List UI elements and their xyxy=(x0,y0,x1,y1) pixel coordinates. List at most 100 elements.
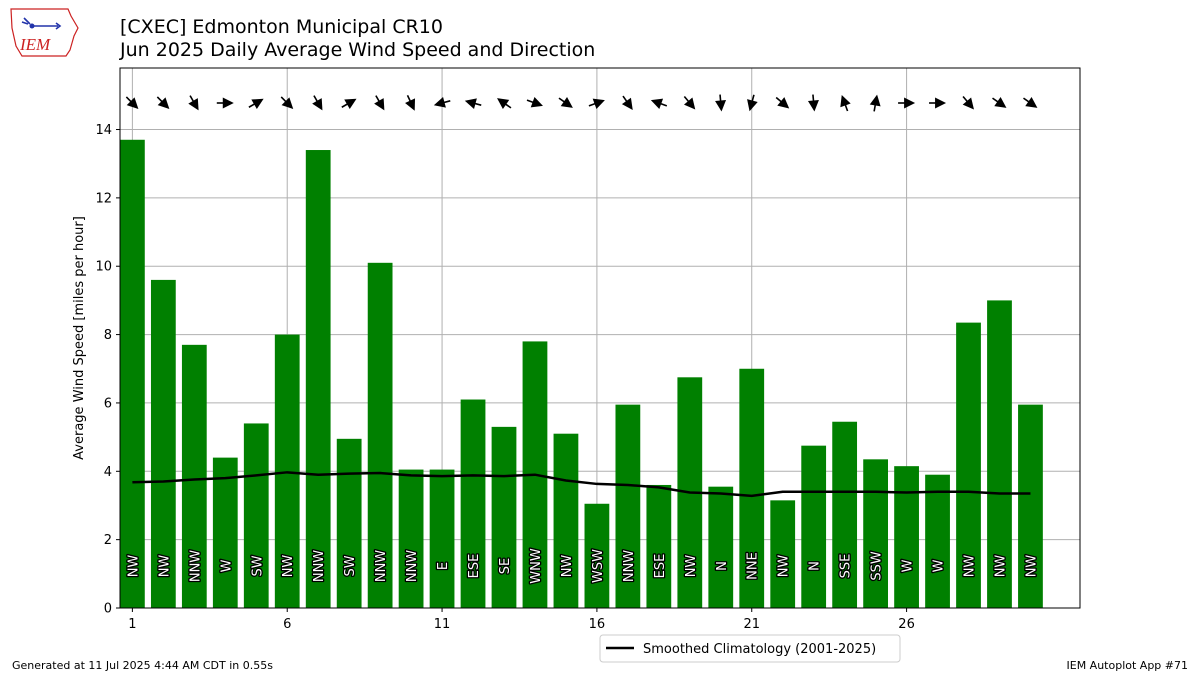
legend: Smoothed Climatology (2001-2025) xyxy=(599,634,901,663)
legend-label: Smoothed Climatology (2001-2025) xyxy=(643,642,876,657)
arrow-head xyxy=(1025,97,1038,108)
arrow-head xyxy=(683,97,696,110)
x-tick-label: 26 xyxy=(898,617,915,632)
bar-day-26 xyxy=(894,466,919,608)
wind-arrow-day-1 xyxy=(125,96,139,110)
climatology-line xyxy=(132,471,1031,498)
bar-day-23 xyxy=(801,445,827,608)
app-credit: IEM Autoplot App #71 xyxy=(1066,659,1189,672)
wind-arrow-day-28 xyxy=(962,95,974,110)
direction-label-day-19: NW xyxy=(684,555,699,578)
bar-day-1 xyxy=(120,139,145,608)
direction-label-day-18: ESE xyxy=(653,554,668,579)
bar-day-25 xyxy=(863,459,888,608)
direction-label-day-26: W xyxy=(901,559,916,572)
arrow-head xyxy=(497,98,510,109)
wind-arrow-day-11 xyxy=(433,97,451,108)
bar-day-11 xyxy=(429,469,455,608)
y-tick-label: 0 xyxy=(104,602,112,617)
x-tick-label: 21 xyxy=(743,617,760,632)
arrow-head xyxy=(747,99,758,112)
wind-arrow-day-19 xyxy=(683,95,696,110)
direction-label-day-20: N xyxy=(715,561,730,571)
wind-arrow-day-2 xyxy=(156,96,170,110)
bar-day-20 xyxy=(708,486,734,608)
arrow-head xyxy=(962,97,974,110)
wind-arrow-day-27 xyxy=(929,97,947,109)
arrow-head xyxy=(935,97,947,109)
arrow-head xyxy=(344,98,357,110)
arrow-head xyxy=(777,97,790,109)
direction-label-day-30: NW xyxy=(1024,555,1039,578)
direction-label-day-22: NW xyxy=(777,555,792,578)
bar-day-22 xyxy=(770,500,796,608)
x-tick-label: 6 xyxy=(283,617,291,632)
direction-label-day-27: W xyxy=(932,559,947,572)
direction-label-day-10: NNW xyxy=(405,550,420,582)
direction-label-day-17: NNW xyxy=(622,550,637,582)
arrow-head xyxy=(560,97,573,108)
direction-label-day-9: NNW xyxy=(374,550,389,582)
bar-day-16 xyxy=(584,503,610,608)
direction-label-day-12: ESE xyxy=(467,554,482,579)
y-tick-label: 14 xyxy=(95,123,112,138)
arrow-head xyxy=(904,97,916,109)
bar-day-29 xyxy=(987,300,1012,608)
arrow-head xyxy=(840,95,851,108)
bar-day-5 xyxy=(243,423,269,608)
y-tick-label: 4 xyxy=(104,465,112,480)
wind-arrow-day-5 xyxy=(248,98,264,110)
arrow-head xyxy=(869,94,881,107)
bar-day-7 xyxy=(305,150,331,608)
bar-day-15 xyxy=(553,433,579,608)
direction-label-day-24: SSE xyxy=(839,554,854,579)
wind-arrow-day-22 xyxy=(775,96,790,109)
arrow-head xyxy=(807,100,819,112)
wind-arrow-day-7 xyxy=(312,95,323,111)
arrow-head xyxy=(650,98,664,110)
iem-logo: IEM xyxy=(10,8,79,57)
direction-label-day-6: NW xyxy=(281,555,296,578)
direction-label-day-23: N xyxy=(808,561,823,571)
wind-arrow-day-15 xyxy=(558,97,573,108)
arrow-head xyxy=(433,97,446,108)
direction-label-day-7: NNW xyxy=(312,550,327,582)
bar-day-12 xyxy=(460,399,486,608)
wind-arrow-day-29 xyxy=(992,97,1007,108)
x-tick-label: 1 xyxy=(128,617,136,632)
direction-label-day-16: WSW xyxy=(591,549,606,583)
arrow-head xyxy=(715,100,727,112)
wind-arrow-day-4 xyxy=(216,97,234,109)
arrow-head xyxy=(222,97,234,109)
direction-label-day-5: SW xyxy=(250,555,265,576)
wind-arrow-day-21 xyxy=(747,94,758,112)
bar-day-24 xyxy=(832,421,858,608)
bar-day-18 xyxy=(646,484,672,608)
arrow-head xyxy=(126,97,139,110)
arrow-head xyxy=(188,98,199,111)
wind-arrow-day-12 xyxy=(464,98,482,109)
arrow-head xyxy=(281,97,294,110)
chart-title: [CXEC] Edmonton Municipal CR10 xyxy=(120,16,443,38)
direction-label-day-13: SE xyxy=(498,558,513,574)
wind-arrow-day-13 xyxy=(497,98,512,109)
x-tick-label: 16 xyxy=(589,617,606,632)
direction-label-day-1: NW xyxy=(126,555,141,578)
direction-labels: NW NW NNW W SW NW NNW SW NNW NNW E ESE SE WNW NW WSW NNW… xyxy=(125,547,1041,585)
y-tick-label: 6 xyxy=(104,396,112,411)
arrow-head xyxy=(251,98,264,110)
wind-arrow-day-26 xyxy=(898,97,916,109)
logo-text: IEM xyxy=(19,35,51,54)
bar-day-3 xyxy=(181,344,207,608)
arrow-head xyxy=(157,97,170,110)
direction-label-day-28: NW xyxy=(963,555,978,578)
wind-arrow-day-6 xyxy=(280,96,294,110)
chart-subtitle: Jun 2025 Daily Average Wind Speed and Di… xyxy=(120,39,596,61)
x-tick-label: 11 xyxy=(434,617,451,632)
direction-label-day-21: NNE xyxy=(746,552,761,580)
wind-arrow-day-14 xyxy=(526,96,543,108)
wind-arrow-day-9 xyxy=(374,95,385,111)
wind-arrow-day-20 xyxy=(715,94,727,112)
bar-day-10 xyxy=(398,469,424,608)
